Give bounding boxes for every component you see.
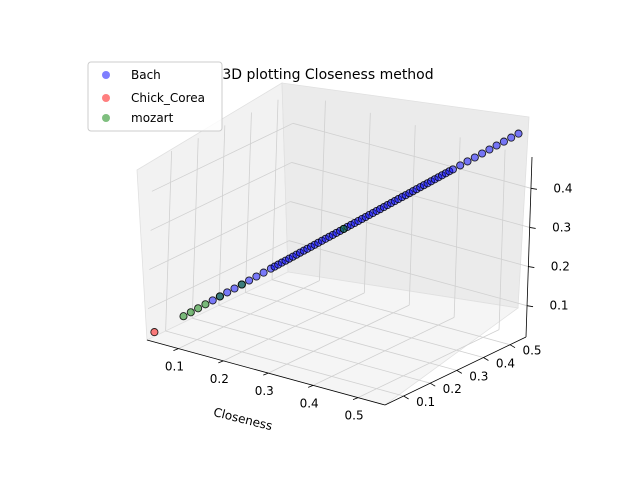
- data-point-bach: [259, 268, 268, 277]
- z-tick: [530, 187, 538, 190]
- data-point-bach: [499, 137, 508, 146]
- data-point-bach: [485, 145, 494, 154]
- z-tick-label: 0.4: [553, 181, 572, 195]
- y-gridline: [218, 304, 457, 371]
- data-point-bach: [463, 157, 472, 166]
- legend-label-chick-corea: Chick_Corea: [131, 91, 205, 105]
- y-gridline: [271, 99, 279, 280]
- y-tick: [403, 395, 409, 400]
- x-axis-label: Closeness: [212, 405, 274, 433]
- y-tick-label: 0.3: [469, 369, 488, 383]
- x-gridline: [363, 112, 371, 293]
- legend-marker-bach: [102, 71, 110, 79]
- z-gridline: [147, 240, 290, 310]
- chart-title: 3D plotting Closeness method: [222, 67, 433, 83]
- z-tick-label: 0.1: [549, 299, 568, 313]
- x-axis-line: [146, 339, 386, 406]
- legend-marker-mozart: [102, 114, 110, 122]
- data-point-bach: [230, 284, 239, 293]
- data-point-bach: [208, 296, 217, 305]
- z-tick: [529, 227, 536, 229]
- legend-marker-chick-corea: [102, 94, 110, 102]
- z-tick-label: 0.3: [552, 220, 571, 234]
- z-tick: [526, 305, 534, 308]
- x-gridline: [312, 317, 455, 386]
- legend-label-bach: Bach: [131, 68, 161, 82]
- x-tick: [173, 348, 179, 351]
- x-gridline: [268, 304, 410, 374]
- x-gridline: [498, 149, 506, 330]
- x-tick-label: 0.1: [165, 360, 184, 374]
- z-gridline: [150, 162, 292, 231]
- y-tick-label: 0.4: [496, 357, 515, 371]
- y-gridline: [245, 112, 252, 293]
- data-point-mozart: [339, 224, 348, 233]
- data-point-mozart: [201, 300, 210, 309]
- y-tick-label: 0.5: [522, 344, 541, 358]
- y-gridline: [191, 138, 199, 319]
- data-point-bach: [478, 149, 487, 158]
- data-point-bach: [470, 153, 479, 162]
- z-gridline: [292, 122, 532, 189]
- data-point-mozart: [215, 292, 224, 301]
- data-point-bach: [223, 288, 232, 297]
- data-point-mozart: [179, 312, 188, 321]
- legend: Bach Chick_Corea mozart: [87, 61, 223, 132]
- points-layer: [150, 129, 523, 337]
- y-gridline: [218, 125, 226, 306]
- y-tick: [483, 357, 489, 361]
- x-gridline: [319, 100, 326, 281]
- data-point-chick-corea: [150, 328, 159, 337]
- grid-layer: [147, 99, 532, 399]
- z-tick: [528, 266, 535, 268]
- y-gridline: [165, 151, 173, 332]
- x-tick-label: 0.2: [210, 372, 229, 386]
- data-point-mozart: [237, 280, 246, 289]
- data-point-mozart: [186, 308, 195, 317]
- y-gridline: [192, 317, 431, 384]
- data-point-bach: [507, 133, 516, 142]
- z-gridline: [151, 122, 294, 192]
- data-point-bach: [448, 165, 457, 174]
- data-point-bach: [252, 272, 261, 281]
- x-tick: [218, 360, 224, 364]
- x-tick-label: 0.3: [255, 384, 274, 398]
- x-tick-label: 0.5: [345, 409, 364, 423]
- z-tick-label: 0.2: [551, 260, 570, 274]
- data-point-bach: [245, 276, 254, 285]
- data-point-bach: [514, 129, 523, 138]
- axis-layer: 0.1 0.2 0.3 0.4 0.5 0.1 0.2 0.3 0.4 0.5 0.1 0.2 0.3 0…: [146, 156, 573, 423]
- x-gridline: [408, 125, 416, 306]
- y-gridline: [271, 279, 511, 346]
- z-axis-line: [525, 156, 533, 338]
- z-gridline: [149, 201, 291, 270]
- y-tick: [456, 370, 463, 374]
- data-point-mozart: [194, 304, 203, 313]
- y-gridline: [245, 292, 484, 358]
- y-tick: [509, 344, 516, 349]
- y-axis-line: [384, 336, 527, 406]
- data-point-bach: [492, 141, 501, 150]
- y-tick: [430, 382, 436, 387]
- data-point-bach: [456, 161, 465, 170]
- x-gridline: [178, 280, 320, 349]
- z-gridline: [290, 201, 529, 267]
- x-gridline: [223, 292, 365, 362]
- x-tick: [352, 397, 359, 401]
- x-tick: [308, 385, 314, 388]
- y-tick-label: 0.1: [416, 395, 435, 409]
- y-gridline: [165, 330, 404, 397]
- x-gridline: [357, 329, 500, 399]
- x-tick: [263, 372, 269, 376]
- y-tick-label: 0.2: [443, 382, 462, 396]
- z-gridline: [288, 240, 528, 307]
- legend-frame: [87, 61, 223, 132]
- legend-label-mozart: mozart: [131, 111, 174, 125]
- x-tick-label: 0.4: [300, 396, 319, 410]
